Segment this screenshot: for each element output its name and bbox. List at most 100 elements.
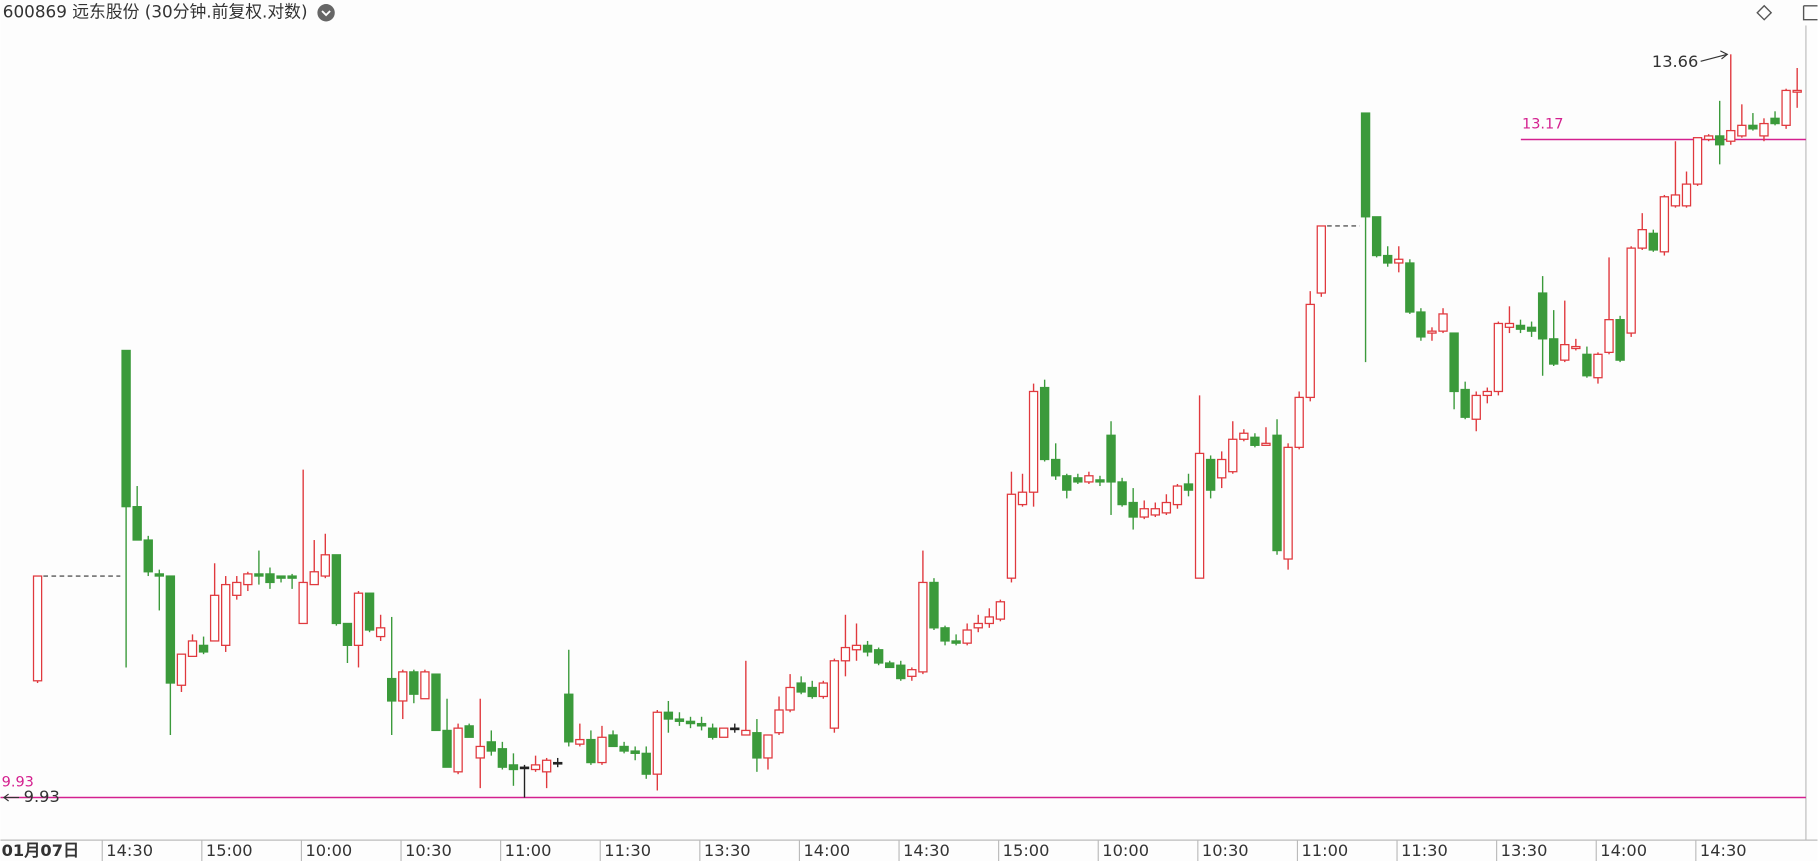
candle-body (1128, 501, 1138, 518)
candle-body (331, 554, 342, 625)
candle-body (1549, 338, 1559, 365)
x-tick-label: 14:30 (903, 841, 950, 860)
candle-body (1792, 89, 1802, 93)
x-tick-label: 10:00 (305, 841, 352, 860)
candle-body (121, 349, 131, 508)
menu-chevron[interactable] (321, 10, 331, 17)
candle-body (1582, 353, 1592, 377)
candle-body (353, 592, 364, 646)
candle-body (375, 627, 386, 638)
candle-body (1604, 319, 1614, 354)
candle-body (951, 640, 961, 644)
candle-body (1482, 390, 1493, 397)
x-tick-label: 14:30 (1700, 841, 1747, 860)
candle-body (1272, 434, 1282, 552)
candle-body (630, 750, 640, 754)
candle-body (1759, 122, 1769, 137)
candle-body (730, 727, 740, 731)
candle-body (796, 682, 806, 693)
candle-body (885, 662, 895, 669)
x-tick-label: 10:30 (405, 841, 452, 860)
candle-body (1504, 322, 1515, 328)
candle-body (1117, 481, 1127, 506)
candle-body (1460, 388, 1470, 418)
candle-body (265, 573, 275, 584)
candle-body (32, 575, 43, 682)
x-tick-label: 01月07日 (2, 841, 80, 860)
x-tick-label: 14:00 (803, 841, 850, 860)
low-arrow-head (2, 793, 9, 802)
candle-body (1526, 326, 1537, 332)
candle-body (696, 722, 707, 727)
candle-body (1316, 225, 1326, 294)
candle-body (1427, 330, 1437, 334)
candle-body (929, 581, 939, 629)
diamond-icon[interactable] (1756, 4, 1773, 21)
candle-body (1006, 493, 1017, 579)
high-label: 13.66 (1652, 52, 1698, 71)
candle-body (1537, 292, 1548, 340)
candle-body (1028, 390, 1039, 493)
x-tick-label: 11:00 (1301, 841, 1348, 860)
candle-body (176, 653, 187, 686)
candle-body (320, 554, 330, 577)
candle-body (453, 727, 463, 773)
candle-body (254, 573, 264, 577)
candle-body (464, 725, 474, 738)
candle-body (1737, 124, 1747, 137)
candle-body (1493, 322, 1504, 393)
menu-circle[interactable] (317, 4, 335, 22)
price-line-label: 9.93 (2, 774, 34, 790)
candle-body (309, 571, 319, 586)
candle-body (1405, 262, 1415, 313)
candle-body (398, 671, 408, 702)
candle-body (553, 761, 563, 765)
candle-body (187, 640, 198, 658)
candle-body (564, 693, 574, 743)
low-label: 9.93 (24, 787, 60, 806)
candle-body (1261, 442, 1271, 446)
candle-body (1471, 394, 1481, 420)
candle-body (818, 682, 828, 698)
candle-body (741, 729, 751, 736)
candle-body (663, 711, 674, 720)
candle-body (276, 575, 286, 579)
candle-body (1692, 137, 1703, 185)
candle-body (1095, 479, 1105, 483)
candle-body (1726, 129, 1736, 142)
candle-body (851, 644, 862, 651)
candle-body (475, 745, 485, 759)
candle-body (497, 748, 508, 768)
candle-body (1648, 232, 1659, 251)
candle-body (1748, 124, 1758, 130)
candle-body (541, 759, 552, 773)
candle-body (1383, 254, 1393, 264)
x-tick-label: 14:30 (106, 841, 153, 860)
x-tick-label: 10:00 (1102, 841, 1149, 860)
edge-icon[interactable] (1802, 5, 1818, 21)
candle-body (1294, 396, 1304, 448)
candle-body (530, 764, 541, 771)
candle-body (342, 622, 353, 646)
candle-body (508, 764, 519, 771)
candle-body (774, 709, 784, 734)
candle-body (1039, 386, 1050, 461)
candle-body (1416, 311, 1426, 338)
candle-body (1626, 247, 1636, 334)
candle-body (243, 573, 253, 586)
x-tick-label: 13:30 (1501, 841, 1548, 860)
candle-body (973, 622, 983, 629)
candle-body (1515, 324, 1526, 330)
candle-body (608, 734, 618, 748)
candle-body (1051, 458, 1061, 477)
x-tick-label: 11:30 (604, 841, 651, 860)
candle-body (1062, 475, 1072, 491)
candle-body (918, 581, 928, 673)
candle-body (420, 671, 430, 700)
menu-icon[interactable] (317, 4, 335, 22)
candle-body (962, 629, 972, 644)
candle-body (1394, 258, 1404, 264)
candle-body (1637, 229, 1647, 249)
candle-body (763, 734, 773, 759)
